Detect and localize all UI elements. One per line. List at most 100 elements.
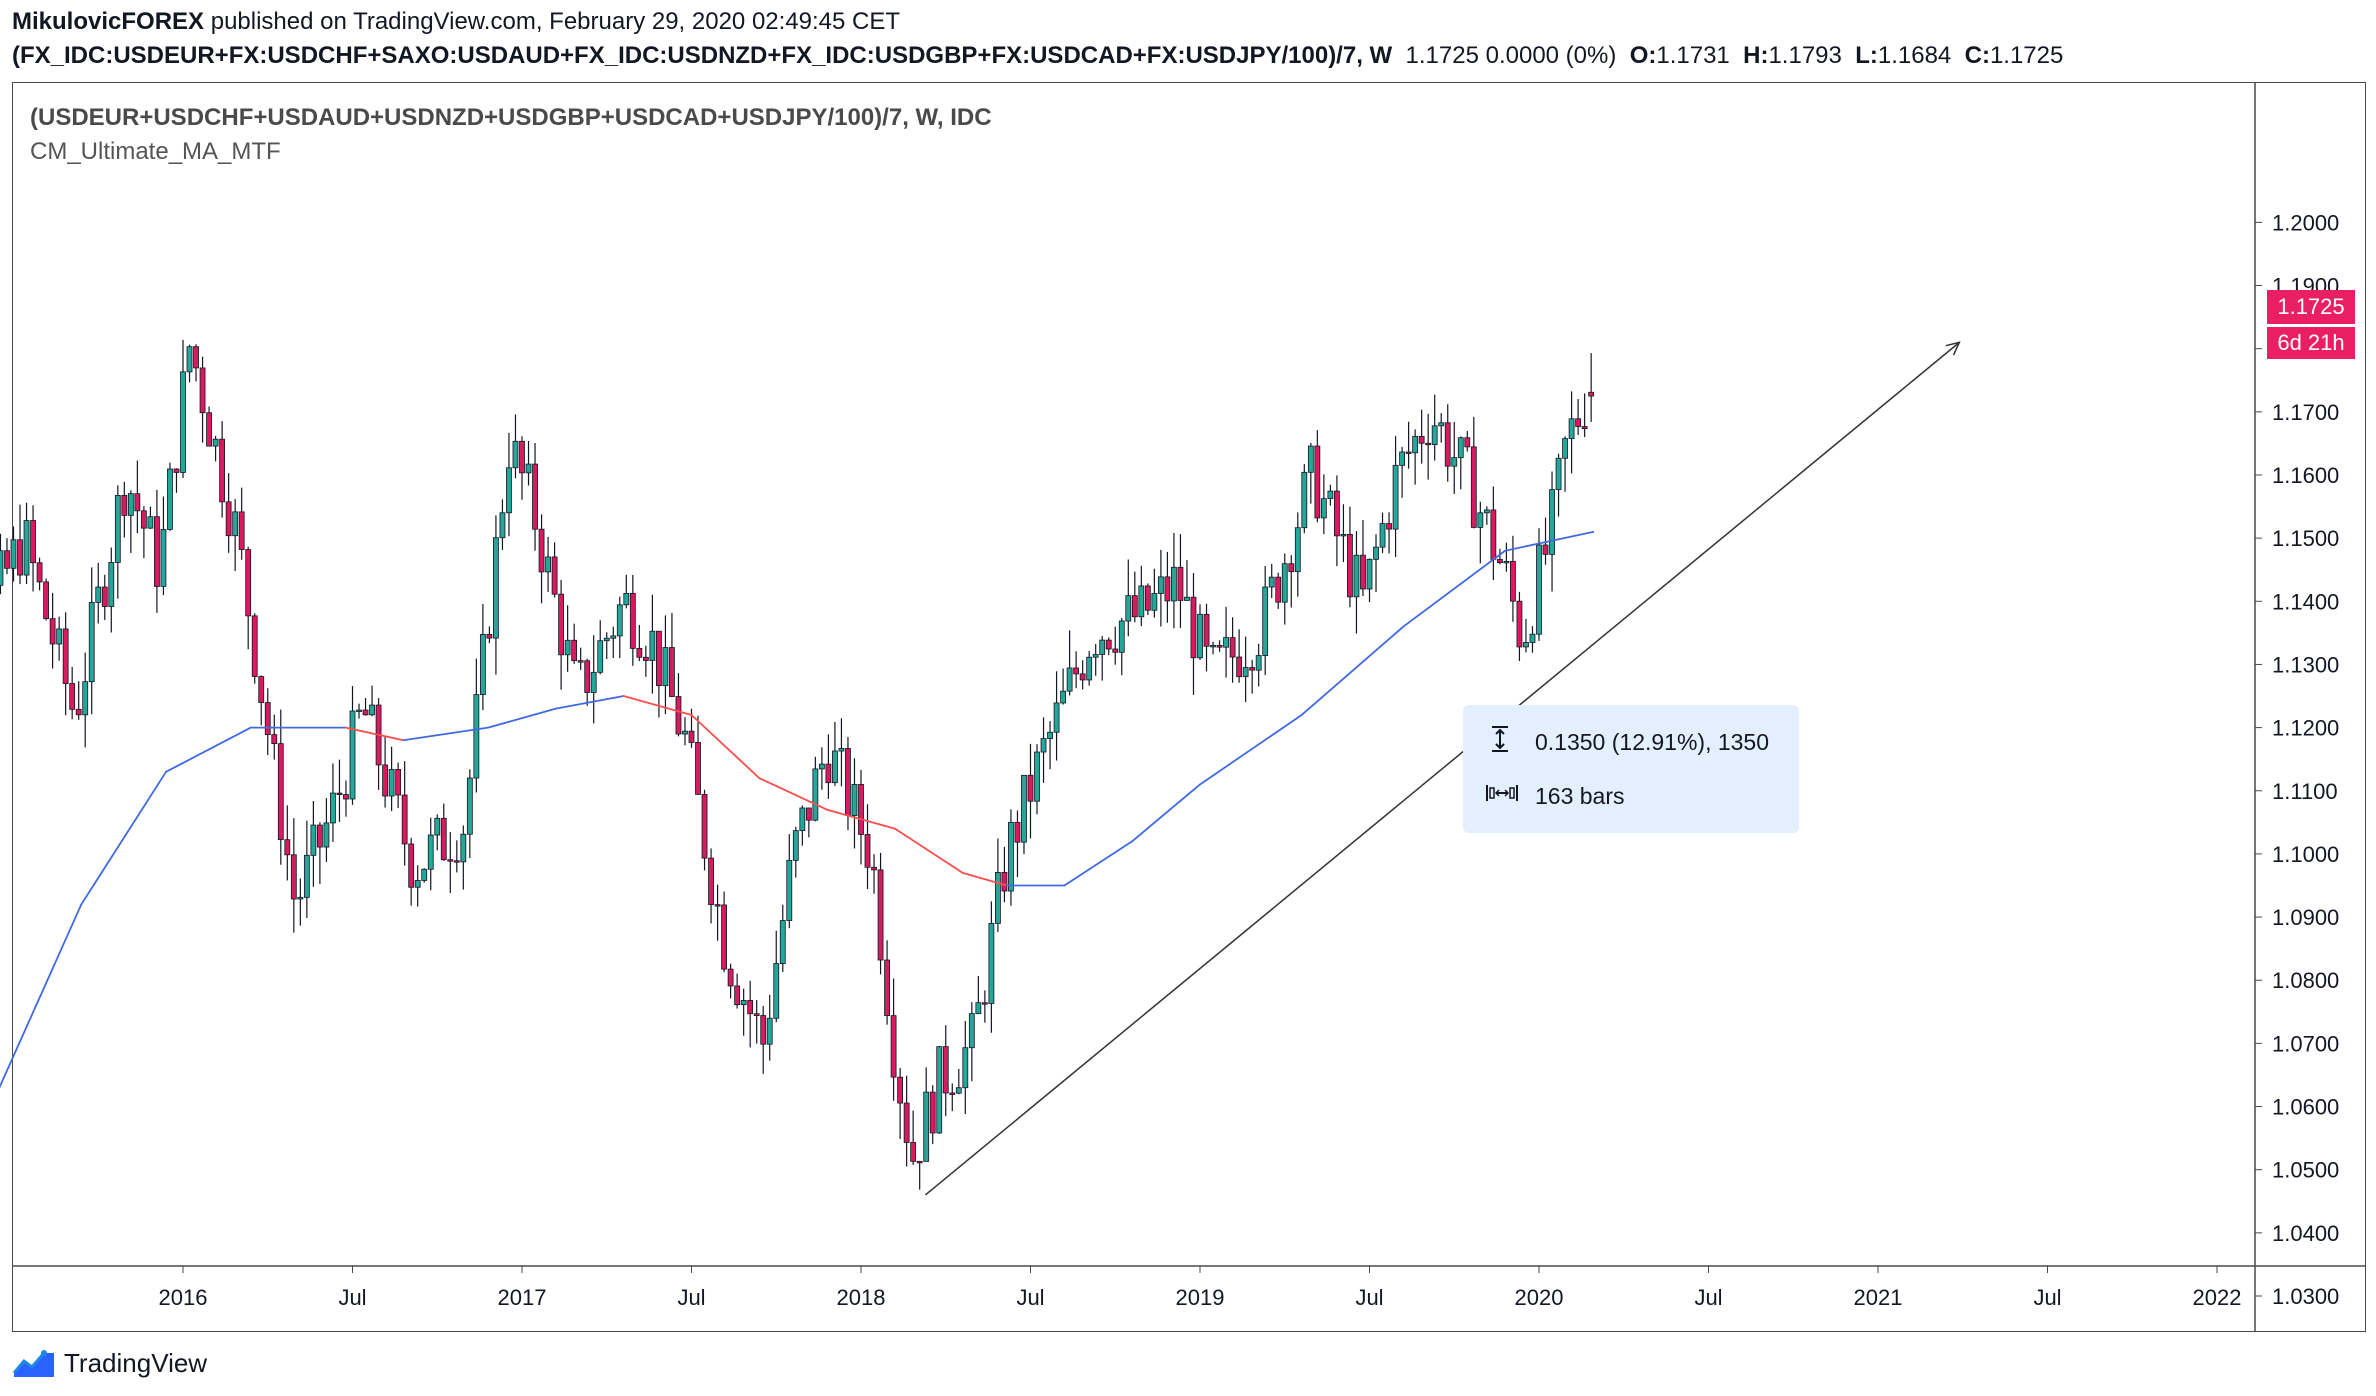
candle[interactable] [258,675,265,726]
candle[interactable] [747,980,754,1048]
candle[interactable] [1418,409,1425,464]
candle[interactable] [805,807,812,838]
candle[interactable] [1529,626,1536,653]
candle[interactable] [519,436,525,500]
candle[interactable] [603,632,610,660]
candle[interactable] [43,578,49,621]
candle[interactable] [786,834,793,929]
candle[interactable] [447,832,454,893]
candle[interactable] [499,499,506,550]
candle[interactable] [851,758,858,849]
candle[interactable] [1053,671,1060,761]
candle[interactable] [362,698,369,716]
candle[interactable] [590,635,597,724]
candle[interactable] [1294,512,1301,597]
candle[interactable] [1399,446,1405,498]
candle[interactable] [1405,421,1412,469]
candle[interactable] [1242,636,1249,703]
candle[interactable] [486,626,493,644]
candle[interactable] [271,714,278,760]
candle[interactable] [1575,399,1582,435]
candle[interactable] [1490,486,1497,580]
candle[interactable] [290,818,297,933]
candle[interactable] [1542,517,1549,565]
candle[interactable] [988,901,995,1033]
candle[interactable] [1177,534,1184,628]
candle[interactable] [88,567,95,715]
candle[interactable] [955,1068,962,1095]
candle[interactable] [75,681,82,720]
candle[interactable] [4,538,10,575]
candle[interactable] [127,490,134,553]
candle[interactable] [323,798,330,862]
candle[interactable] [1262,566,1269,676]
candle[interactable] [584,658,591,706]
candle[interactable] [330,763,336,842]
candle[interactable] [173,468,180,493]
candle[interactable] [1588,353,1595,422]
candle[interactable] [1184,560,1190,601]
candle[interactable] [812,756,819,822]
candle[interactable] [656,630,662,718]
chart-legend-title[interactable]: (USDEUR+USDCHF+USDAUD+USDNZD+USDGBP+USDC… [30,104,992,131]
candle[interactable] [1379,512,1386,554]
candle[interactable] [479,603,486,711]
candle[interactable] [310,800,317,887]
candle[interactable] [1008,809,1014,906]
candle[interactable] [577,647,584,671]
candle[interactable] [23,502,30,585]
candle[interactable] [1014,810,1021,878]
candle[interactable] [193,344,199,382]
candle[interactable] [493,515,499,675]
candle[interactable] [1164,551,1171,623]
candle[interactable] [936,1046,943,1134]
candle[interactable] [832,722,838,786]
candle[interactable] [245,546,252,650]
candle[interactable] [1347,506,1353,608]
candle[interactable] [734,973,741,1009]
candle[interactable] [95,562,102,624]
candle[interactable] [284,805,291,881]
candle[interactable] [1027,743,1034,839]
candle[interactable] [871,854,877,894]
candle[interactable] [460,825,467,890]
candle[interactable] [675,673,682,737]
candle[interactable] [623,574,630,609]
candle[interactable] [506,432,512,537]
candle[interactable] [1477,501,1484,564]
candle[interactable] [167,462,173,531]
candle[interactable] [1112,626,1119,665]
candle[interactable] [1138,565,1145,627]
candle[interactable] [147,506,154,530]
candle[interactable] [206,406,212,447]
candle[interactable] [864,804,871,890]
candle[interactable] [1210,641,1216,655]
candle[interactable] [180,339,186,478]
candle[interactable] [388,746,395,812]
candle[interactable] [766,994,773,1061]
candle[interactable] [251,613,258,684]
candle[interactable] [1281,553,1288,625]
candle[interactable] [616,596,623,659]
candle[interactable] [1320,474,1327,535]
candle[interactable] [1568,391,1575,474]
candle[interactable] [571,623,578,664]
candle[interactable] [1451,421,1458,494]
candle[interactable] [421,868,428,883]
candle[interactable] [923,1067,930,1162]
time-axis[interactable]: 2016 Jul 2017 Jul 2018 Jul 2019 Jul 2020 Jul 2021 J… [159,1266,2242,1310]
candle[interactable] [186,344,193,383]
candle[interactable] [427,817,434,891]
candle[interactable] [349,686,356,805]
indicator-legend[interactable]: CM_Ultimate_MA_MTF [30,138,281,165]
candle[interactable] [512,414,519,479]
candle[interactable] [1034,744,1040,815]
candle[interactable] [1021,774,1027,855]
candle[interactable] [1125,559,1132,637]
candle[interactable] [669,612,675,698]
candle[interactable] [799,805,806,846]
candle[interactable] [1131,571,1138,623]
trendline-layer[interactable] [924,341,1961,1196]
candle[interactable] [760,1006,767,1074]
candle[interactable] [903,1075,910,1167]
